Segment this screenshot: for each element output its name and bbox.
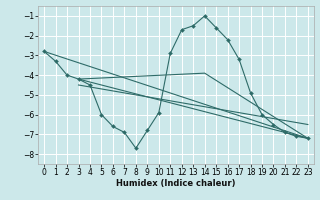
X-axis label: Humidex (Indice chaleur): Humidex (Indice chaleur) (116, 179, 236, 188)
